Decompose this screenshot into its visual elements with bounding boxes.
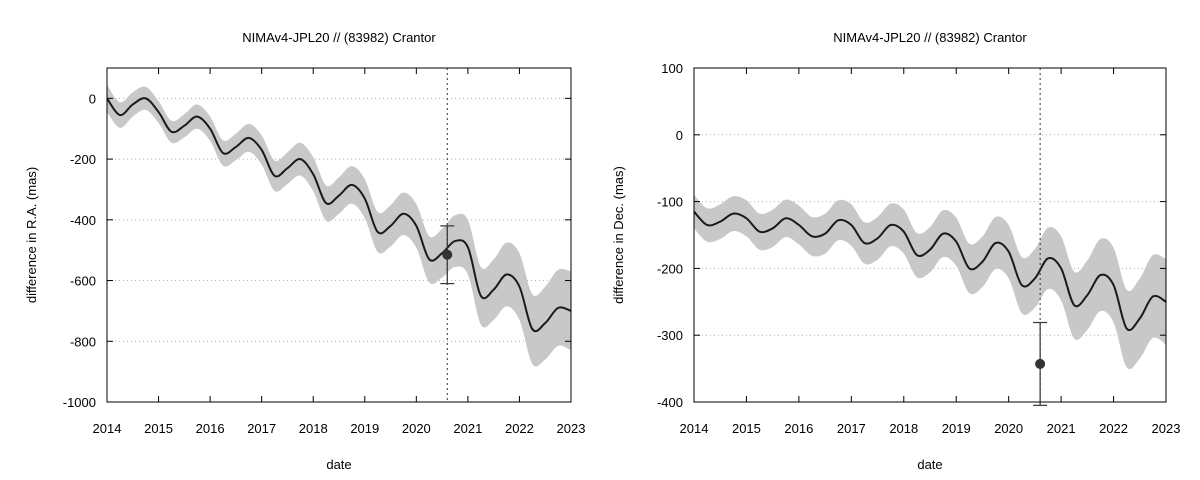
chart-title: NIMAv4-JPL20 // (83982) Crantor xyxy=(833,30,1027,45)
plot-frame xyxy=(693,67,1167,403)
y-tick-label: -200 xyxy=(657,261,683,276)
x-tick-label: 2021 xyxy=(453,421,482,436)
x-tick-label: 2023 xyxy=(557,421,586,436)
y-tick-label: -400 xyxy=(70,213,96,228)
uncertainty-band xyxy=(107,84,571,367)
observation-point xyxy=(442,249,453,260)
y-tick-label: -200 xyxy=(70,152,96,167)
x-axis-label: date xyxy=(326,457,351,472)
x-tick-label: 2014 xyxy=(680,421,709,436)
x-axis-label: date xyxy=(917,457,942,472)
difference-curve xyxy=(106,97,572,333)
chart-title: NIMAv4-JPL20 // (83982) Crantor xyxy=(242,30,436,45)
chart-panel-2: 2014 2015 2016 2017 2018 2019 2020 2021 2022 2023… xyxy=(611,30,1180,472)
y-tick-label: 0 xyxy=(89,91,96,106)
plot-frame xyxy=(106,67,572,403)
x-tick-label: 2018 xyxy=(889,421,918,436)
x-tick-label: 2014 xyxy=(93,421,122,436)
y-tick-label: -400 xyxy=(657,395,683,410)
x-tick-label: 2017 xyxy=(247,421,276,436)
y-tick-label: -800 xyxy=(70,334,96,349)
uncertainty-band xyxy=(694,194,1166,370)
x-tick-label: 2018 xyxy=(299,421,328,436)
y-tick-label: -100 xyxy=(657,195,683,210)
chart-panel-1: 2014 2015 2016 2017 2018 2019 2020 2021 2022 2023… xyxy=(24,30,585,472)
difference-curve xyxy=(693,210,1167,332)
x-tick-label: 2016 xyxy=(196,421,225,436)
x-tick-label: 2017 xyxy=(837,421,866,436)
x-tick-label: 2020 xyxy=(402,421,431,436)
x-tick-label: 2015 xyxy=(732,421,761,436)
x-tick-label: 2021 xyxy=(1047,421,1076,436)
y-tick-label: 0 xyxy=(676,128,683,143)
y-axis-label: difference in Dec. (mas) xyxy=(611,166,626,304)
y-tick-label: -300 xyxy=(657,328,683,343)
y-tick-label: -600 xyxy=(70,274,96,289)
x-tick-label: 2016 xyxy=(784,421,813,436)
observation-point xyxy=(1035,358,1046,369)
y-tick-label: -1000 xyxy=(63,395,96,410)
x-tick-label: 2015 xyxy=(144,421,173,436)
x-tick-label: 2022 xyxy=(505,421,534,436)
x-tick-label: 2019 xyxy=(942,421,971,436)
x-tick-label: 2019 xyxy=(350,421,379,436)
x-tick-label: 2023 xyxy=(1152,421,1181,436)
y-tick-label: 100 xyxy=(661,61,683,76)
y-axis-label: difference in R.A. (mas) xyxy=(24,167,39,303)
x-tick-label: 2022 xyxy=(1099,421,1128,436)
x-tick-label: 2020 xyxy=(994,421,1023,436)
